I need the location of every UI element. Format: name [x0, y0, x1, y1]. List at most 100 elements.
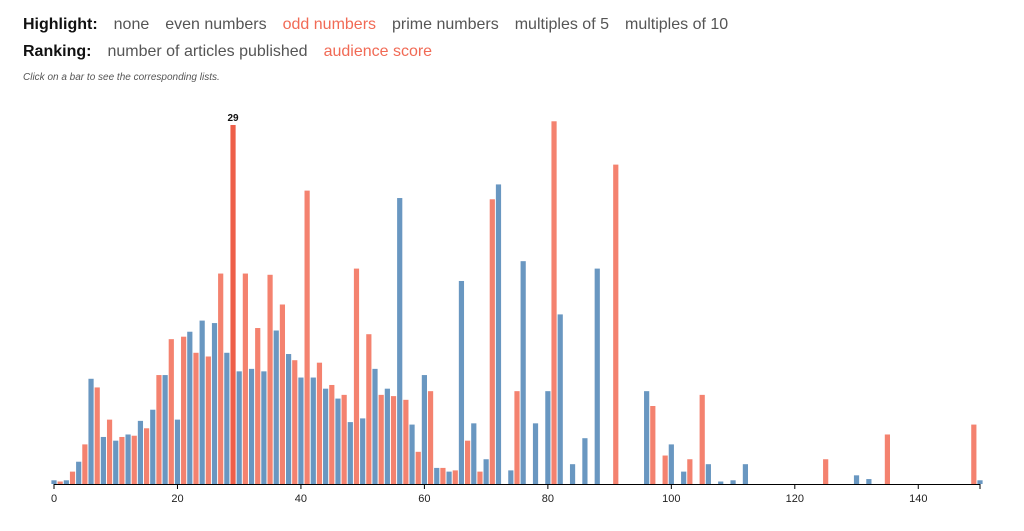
bar-4[interactable]	[76, 461, 82, 484]
bar-3[interactable]	[69, 471, 76, 484]
bar-72[interactable]	[495, 184, 502, 485]
bar-22[interactable]	[187, 331, 193, 484]
bar-125[interactable]	[823, 459, 829, 484]
bar-71[interactable]	[489, 199, 495, 484]
bar-21[interactable]	[181, 336, 187, 484]
highlight-option-odd[interactable]: odd numbers	[282, 16, 377, 33]
bar-67[interactable]	[465, 440, 471, 484]
bar-15[interactable]	[144, 428, 150, 484]
bar-130[interactable]	[853, 475, 860, 484]
bar-25[interactable]	[205, 356, 211, 484]
bar-60[interactable]	[421, 375, 427, 484]
bar-29[interactable]	[230, 125, 236, 484]
bar-55[interactable]	[390, 396, 397, 484]
bar-58[interactable]	[409, 424, 415, 484]
bar-33[interactable]	[255, 328, 261, 484]
bar-106[interactable]	[705, 464, 711, 484]
bar-91[interactable]	[613, 164, 619, 485]
bar-61[interactable]	[427, 391, 434, 484]
bar-57[interactable]	[403, 399, 409, 484]
bar-62[interactable]	[434, 467, 440, 484]
bar-26[interactable]	[211, 323, 218, 484]
highlight-option-mult5[interactable]: multiples of 5	[514, 16, 609, 33]
bar-7[interactable]	[94, 387, 100, 484]
bar-23[interactable]	[193, 352, 199, 484]
bar-48[interactable]	[347, 422, 353, 484]
bar-82[interactable]	[557, 314, 563, 484]
highlight-option-even[interactable]: even numbers	[165, 16, 267, 33]
bar-149[interactable]	[971, 424, 977, 484]
bar-14[interactable]	[137, 420, 144, 484]
bar-88[interactable]	[594, 268, 600, 484]
bar-99[interactable]	[662, 455, 668, 484]
ranking-option-audience[interactable]: audience score	[323, 43, 433, 60]
bar-96[interactable]	[644, 391, 650, 484]
highlight-option-mult10[interactable]: multiples of 10	[624, 16, 729, 33]
bar-20[interactable]	[174, 419, 181, 484]
bar-46[interactable]	[335, 398, 341, 484]
bar-112[interactable]	[742, 464, 749, 484]
bar-51[interactable]	[366, 334, 372, 484]
bar-108[interactable]	[718, 481, 724, 484]
bar-66[interactable]	[458, 280, 465, 484]
bar-8[interactable]	[100, 436, 106, 484]
bar-150[interactable]	[977, 480, 983, 484]
bar-132[interactable]	[866, 479, 872, 484]
bar-68[interactable]	[471, 423, 477, 484]
bar-50[interactable]	[360, 418, 366, 484]
bar-78[interactable]	[532, 423, 539, 484]
bar-52[interactable]	[372, 368, 378, 484]
bar-0[interactable]	[51, 480, 57, 484]
bar-16[interactable]	[150, 409, 156, 484]
bar-2[interactable]	[63, 480, 69, 484]
bar-27[interactable]	[218, 273, 224, 484]
bar-43[interactable]	[316, 362, 323, 484]
bar-64[interactable]	[446, 471, 452, 484]
bar-6[interactable]	[88, 378, 94, 484]
bar-56[interactable]	[397, 198, 403, 485]
bar-1[interactable]	[57, 481, 63, 484]
bar-54[interactable]	[384, 388, 390, 484]
bar-30[interactable]	[236, 371, 242, 484]
bar-110[interactable]	[730, 480, 736, 484]
bar-135[interactable]	[884, 434, 890, 484]
bar-74[interactable]	[508, 470, 514, 484]
bar-80[interactable]	[545, 391, 551, 484]
highlight-option-none[interactable]: none	[113, 16, 150, 33]
bar-86[interactable]	[582, 438, 588, 484]
bar-28[interactable]	[224, 352, 230, 484]
bar-24[interactable]	[199, 320, 205, 484]
bar-49[interactable]	[353, 268, 360, 484]
bar-9[interactable]	[106, 419, 113, 484]
bar-13[interactable]	[131, 435, 137, 484]
bar-36[interactable]	[273, 330, 279, 485]
bar-41[interactable]	[304, 190, 310, 485]
bar-70[interactable]	[483, 459, 489, 484]
bar-19[interactable]	[168, 339, 174, 484]
bar-11[interactable]	[119, 436, 125, 484]
bar-39[interactable]	[292, 360, 298, 484]
bar-105[interactable]	[699, 394, 705, 484]
bar-53[interactable]	[378, 394, 384, 484]
bar-97[interactable]	[650, 406, 656, 484]
bar-44[interactable]	[323, 388, 329, 484]
ranking-option-articles[interactable]: number of articles published	[107, 43, 308, 60]
bar-63[interactable]	[440, 467, 446, 484]
bar-65[interactable]	[452, 470, 458, 484]
bar-84[interactable]	[569, 464, 576, 484]
bar-12[interactable]	[125, 434, 131, 484]
bar-38[interactable]	[285, 354, 292, 484]
highlight-option-prime[interactable]: prime numbers	[392, 16, 499, 33]
bar-42[interactable]	[310, 377, 316, 484]
bar-100[interactable]	[668, 444, 674, 484]
bar-103[interactable]	[687, 459, 693, 484]
bar-34[interactable]	[261, 371, 267, 484]
bar-37[interactable]	[279, 304, 286, 485]
bar-76[interactable]	[520, 261, 526, 484]
bar-35[interactable]	[267, 274, 273, 484]
bar-47[interactable]	[341, 394, 347, 484]
bar-75[interactable]	[514, 391, 520, 484]
bar-102[interactable]	[681, 471, 687, 484]
bar-45[interactable]	[329, 384, 335, 484]
bar-32[interactable]	[248, 368, 255, 484]
